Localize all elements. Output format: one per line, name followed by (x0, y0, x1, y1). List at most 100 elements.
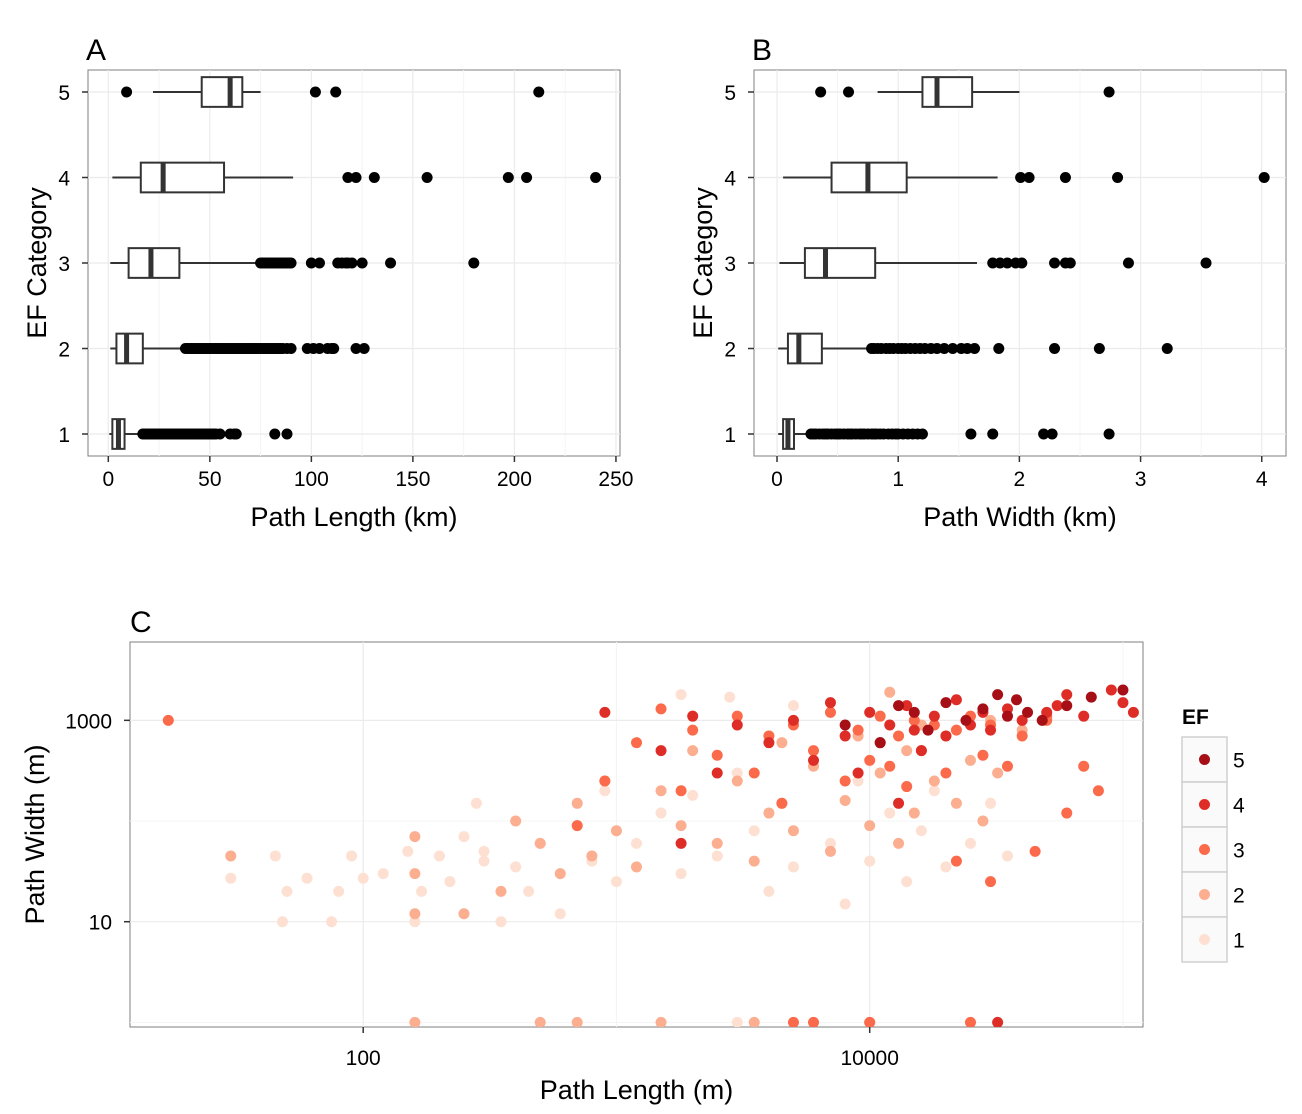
scatter-point (225, 850, 237, 862)
legend-swatch (1199, 889, 1210, 900)
y-tick-label: 3 (58, 253, 70, 276)
outlier-point (309, 86, 321, 98)
legend-title: EF (1182, 706, 1209, 729)
outlier-point (502, 172, 514, 184)
outlier-point (1103, 86, 1115, 98)
scatter-point (1041, 706, 1053, 718)
scatter-point (901, 700, 913, 712)
scatter-point (808, 745, 820, 757)
outlier-point (1200, 257, 1212, 269)
scatter-point (884, 807, 896, 819)
scatter-point (631, 837, 642, 849)
scatter-point (731, 719, 743, 731)
outlier-point (590, 172, 602, 184)
outlier-point (938, 342, 950, 354)
x-tick-label: 100 (346, 1047, 381, 1070)
scatter-point (893, 797, 905, 809)
scatter-point (864, 754, 876, 766)
y-tick-label: 10 (89, 912, 112, 935)
scatter-point (893, 700, 905, 712)
scatter-point (985, 724, 997, 736)
scatter-point (824, 837, 836, 849)
scatter-point (964, 1016, 976, 1027)
y-tick-label: 1000 (65, 710, 112, 733)
scatter-point (874, 767, 886, 779)
outlier-point (1015, 172, 1027, 184)
scatter-point (992, 767, 1004, 779)
outlier-point (328, 342, 340, 354)
outlier-point (947, 342, 959, 354)
scatter-point (571, 820, 583, 832)
y-tick-label: 5 (724, 82, 736, 105)
legend-label: 4 (1233, 795, 1245, 818)
scatter-point (409, 916, 421, 928)
x-tick-label: 2 (1014, 468, 1026, 491)
y-axis-title: EF Category (688, 187, 718, 339)
scatter-point (901, 781, 913, 793)
panel-c-scatter-length-vs-width: 100 10000 10 1000 Path Length (m) Path Width … (20, 606, 1144, 1105)
scatter-point (571, 797, 583, 809)
box-ef-1 (109, 418, 293, 450)
scatter-point (631, 861, 642, 873)
scatter-point (711, 767, 723, 779)
scatter-point (599, 785, 611, 797)
scatter-point (964, 754, 976, 766)
outlier-point (285, 257, 297, 269)
scatter-point (1001, 760, 1013, 772)
scatter-point (478, 845, 490, 857)
box-iqr (115, 332, 144, 365)
scatter-point (950, 724, 962, 736)
scatter-point (763, 807, 775, 819)
scatter-point (610, 825, 622, 837)
scatter-point (763, 885, 775, 897)
scatter-point (510, 815, 522, 827)
scatter-point (687, 724, 699, 736)
outlier-point (843, 86, 855, 98)
scatter-point (631, 737, 642, 749)
scatter-point (908, 807, 920, 819)
scatter-point (1016, 714, 1028, 726)
scatter-point (523, 885, 535, 897)
scatter-point (950, 694, 962, 706)
scatter-point (992, 1016, 1004, 1027)
outlier-point (1038, 428, 1050, 440)
box-ef-2 (778, 332, 1173, 365)
outlier-point (969, 342, 981, 354)
scatter-point (839, 730, 851, 742)
legend-swatch (1199, 799, 1210, 810)
x-tick-label: 10000 (840, 1047, 898, 1070)
outlier-point (1103, 428, 1115, 440)
scatter-point (922, 724, 934, 736)
scatter-point (731, 775, 743, 787)
scatter-point (992, 689, 1004, 701)
box-iqr (139, 161, 226, 194)
scatter-point (977, 749, 989, 761)
scatter-point (1078, 710, 1090, 722)
scatter-point (776, 737, 788, 749)
series-ef-5 (839, 684, 1129, 749)
scatter-point (985, 876, 997, 888)
scatter-point (1022, 706, 1034, 718)
scatter-point (409, 831, 421, 843)
legend-item-ef-3: 3 (1181, 826, 1245, 873)
scatter-point (884, 760, 896, 772)
x-tick-label: 1 (892, 468, 904, 491)
scatter-point (852, 724, 864, 736)
outlier-point (330, 86, 342, 98)
outlier-point (1161, 342, 1173, 354)
scatter-point (1001, 710, 1013, 722)
scatter-point (281, 885, 293, 897)
scatter-point (1051, 700, 1063, 712)
box-ef-5 (815, 76, 1115, 108)
x-axis-title: Path Length (km) (250, 502, 457, 532)
scatter-point (1029, 845, 1041, 857)
scatter-point (495, 916, 507, 928)
scatter-point (1117, 697, 1129, 709)
scatter-point (409, 908, 421, 920)
y-tick-label: 4 (724, 168, 736, 191)
scatter-point (787, 700, 799, 712)
y-tick-label: 2 (724, 338, 736, 361)
outlier-point (1049, 342, 1061, 354)
scatter-point (655, 703, 667, 715)
